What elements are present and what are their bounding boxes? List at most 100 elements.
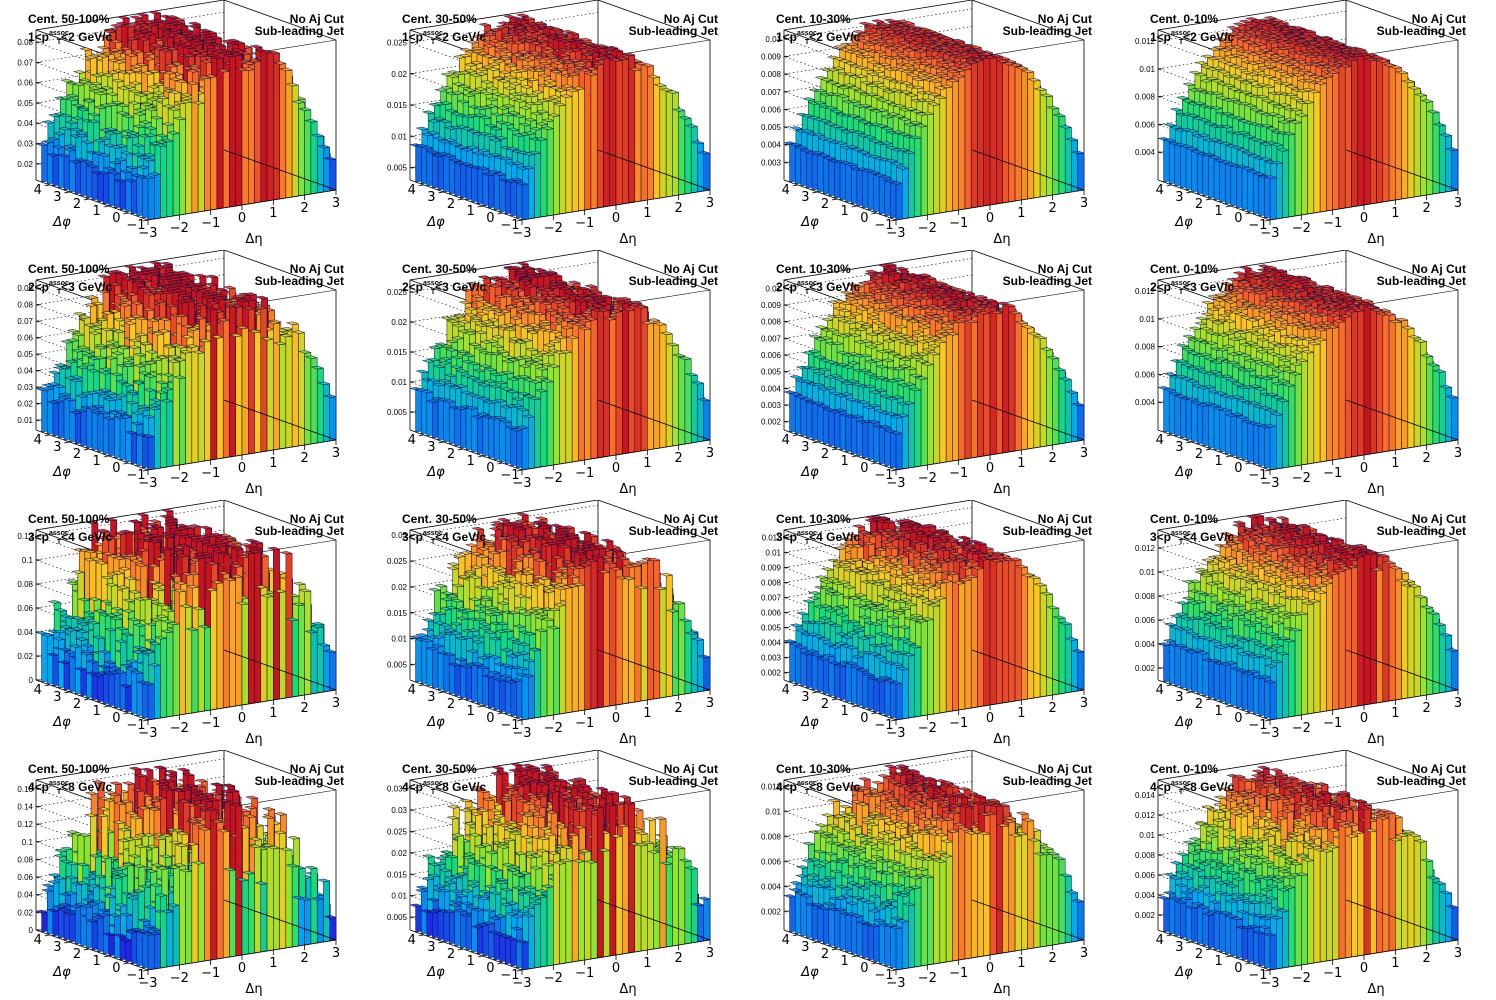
lego-bar bbox=[136, 175, 144, 217]
lego-bar bbox=[1046, 349, 1053, 447]
lego-bar bbox=[914, 389, 922, 468]
lego-bar bbox=[890, 181, 897, 219]
lego-bar bbox=[1077, 152, 1085, 192]
lego-bar bbox=[672, 344, 679, 447]
lego-bar bbox=[697, 382, 704, 443]
centrality-label: Cent. 50-100% bbox=[28, 263, 109, 276]
lego-bar bbox=[63, 397, 71, 441]
lego-bar bbox=[596, 310, 604, 459]
lego-bar bbox=[1258, 174, 1266, 217]
lego-bar bbox=[989, 57, 997, 206]
lego-bar bbox=[534, 398, 542, 469]
lego-bar bbox=[160, 145, 168, 219]
lego-bar bbox=[432, 401, 439, 439]
lego-bar bbox=[1033, 79, 1041, 199]
lego-bar bbox=[136, 423, 144, 467]
lego-bar bbox=[559, 104, 567, 215]
centrality-label: Cent. 10-30% bbox=[776, 13, 851, 26]
lego-plot: 0.020.030.040.050.060.070.08−3 −2 −1 0 1 2 3−1… bbox=[17, 0, 340, 247]
lego-bar bbox=[266, 338, 274, 452]
y-tick-label: 0 bbox=[860, 211, 868, 226]
lego-bar bbox=[185, 351, 193, 465]
lego-bar bbox=[1230, 415, 1238, 457]
x-tick-label: −1 bbox=[1323, 216, 1342, 231]
lego-bar bbox=[1008, 305, 1016, 453]
lego-bar bbox=[222, 319, 230, 459]
lego-bar bbox=[996, 56, 1003, 205]
pt-range-tail: <2 GeV/c bbox=[61, 30, 112, 44]
lego-bar bbox=[52, 402, 60, 437]
lego-bar bbox=[476, 167, 484, 205]
x-tick-label: 0 bbox=[612, 211, 620, 226]
lego-bar bbox=[528, 416, 535, 470]
y-axis-title: Δφ bbox=[52, 215, 71, 230]
z-tick-label: 0.008 bbox=[761, 70, 782, 79]
y-tick-label: 3 bbox=[427, 440, 435, 455]
z-tick-label: 0.003 bbox=[761, 158, 782, 167]
z-tick-label: 0.015 bbox=[387, 101, 408, 110]
lego-bar bbox=[546, 128, 554, 217]
lego-bar bbox=[622, 58, 629, 205]
lego-bar bbox=[1168, 389, 1176, 435]
x-tick-label: −1 bbox=[575, 216, 594, 231]
lego-bar bbox=[540, 139, 548, 218]
lego-bar bbox=[665, 333, 673, 448]
lego-bar bbox=[125, 416, 133, 463]
aj-cut-label: No Aj Cut bbox=[664, 13, 718, 26]
lego-bar bbox=[690, 374, 698, 444]
lego-bar bbox=[1252, 172, 1260, 215]
lego-bar bbox=[1014, 65, 1022, 202]
lego-bar bbox=[828, 158, 836, 197]
lego-bar bbox=[142, 176, 149, 219]
lego-bar bbox=[862, 169, 869, 209]
lego-bar bbox=[119, 417, 127, 461]
lego-bar bbox=[229, 306, 236, 458]
lego-bar bbox=[154, 408, 161, 470]
z-tick-label: 0.008 bbox=[761, 318, 782, 327]
x-tick-label: −3 bbox=[138, 476, 157, 491]
lego-bar bbox=[437, 155, 445, 191]
y-tick-label: 2 bbox=[73, 197, 81, 212]
jet-label: Sub-leading Jet bbox=[1003, 25, 1092, 38]
lego-bar bbox=[420, 145, 428, 185]
x-tick-label: 1 bbox=[269, 206, 277, 221]
x-tick-label: −2 bbox=[918, 471, 937, 486]
z-tick-label: 0.01 bbox=[765, 35, 781, 44]
lego-bar bbox=[437, 398, 445, 441]
z-tick-label: 0.007 bbox=[761, 88, 782, 97]
lego-bar bbox=[493, 171, 501, 211]
x-tick-label: 2 bbox=[301, 201, 309, 216]
pt-subscript: T bbox=[805, 39, 809, 46]
pt-range-label: 1<passoc.T<2 GeV/c bbox=[402, 27, 486, 49]
lego-bar bbox=[1163, 139, 1171, 183]
lego-bar bbox=[46, 141, 54, 185]
y-tick-label: 1 bbox=[841, 454, 849, 469]
lego-bar bbox=[329, 396, 337, 442]
z-tick-label: 0.006 bbox=[761, 351, 782, 360]
aj-cut-label: No Aj Cut bbox=[290, 13, 344, 26]
lego-bar bbox=[235, 54, 243, 207]
pt-subscript: T bbox=[431, 289, 435, 296]
lego-bar bbox=[210, 308, 218, 461]
lego-bar bbox=[1008, 63, 1016, 203]
lego-bar bbox=[482, 414, 490, 457]
lego-bar bbox=[609, 318, 617, 457]
y-tick-label: 0 bbox=[486, 211, 494, 226]
lego-bar bbox=[977, 60, 984, 208]
centrality-label: Cent. 30-50% bbox=[402, 13, 477, 26]
jet-label: Sub-leading Jet bbox=[255, 275, 344, 288]
y-axis-title: Δφ bbox=[426, 215, 445, 230]
lego-bar bbox=[254, 60, 262, 204]
centrality-label: Cent. 30-50% bbox=[402, 263, 477, 276]
y-tick-label: 1 bbox=[467, 204, 475, 219]
y-tick-label: −1 bbox=[874, 468, 893, 483]
y-tick-label: −1 bbox=[1248, 218, 1267, 233]
x-tick-label: −3 bbox=[138, 226, 157, 241]
y-tick-label: −1 bbox=[500, 468, 519, 483]
lego-bar bbox=[1376, 57, 1384, 204]
lego-bar bbox=[130, 432, 138, 465]
lego-bar bbox=[1264, 426, 1271, 469]
y-tick-label: 4 bbox=[782, 433, 790, 448]
pt-superscript: assoc. bbox=[49, 30, 71, 37]
